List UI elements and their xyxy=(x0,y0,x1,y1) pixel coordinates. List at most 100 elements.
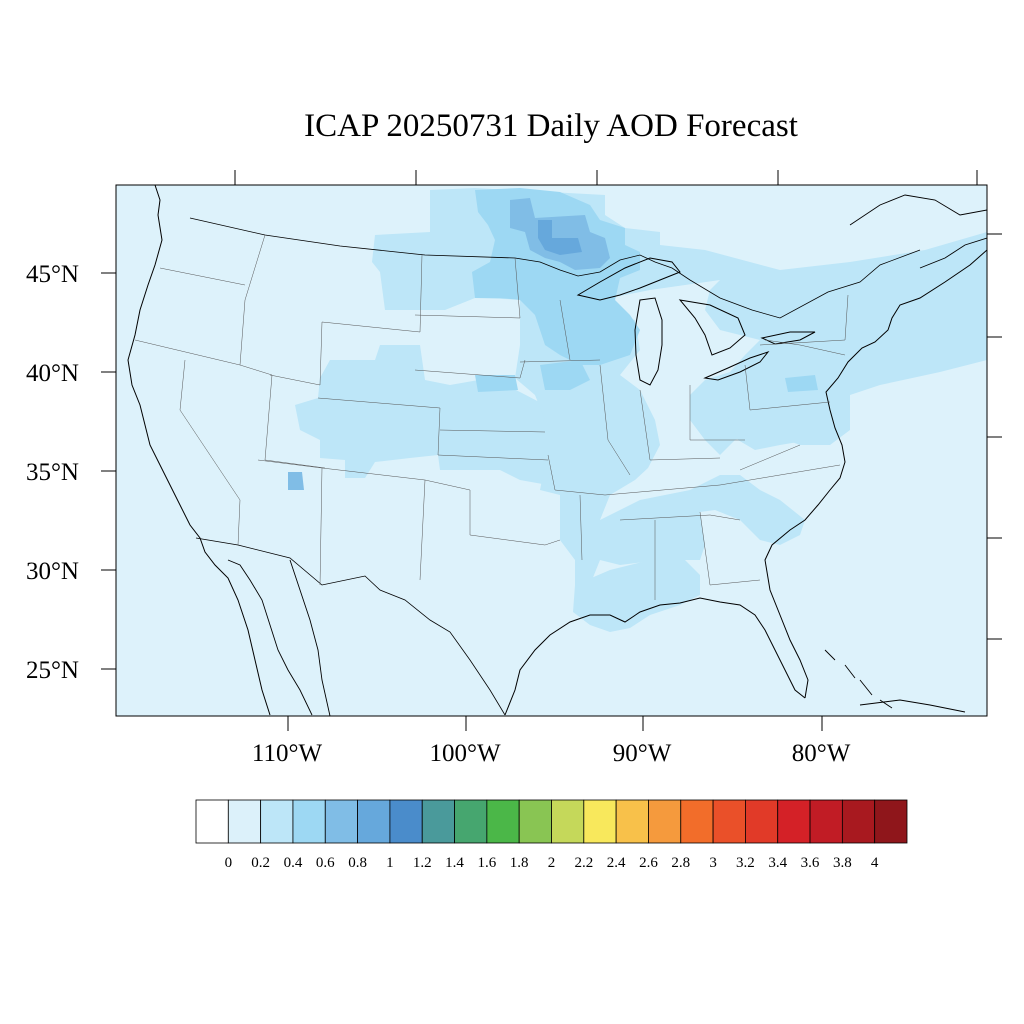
colorbar-swatch xyxy=(583,799,617,844)
map-title: ICAP 20250731 Daily AOD Forecast xyxy=(304,108,798,144)
lake-michigan xyxy=(634,297,663,386)
state-line xyxy=(519,359,601,363)
colorbar-label: 0.8 xyxy=(348,855,367,871)
atlantic-coast xyxy=(764,249,987,699)
colorbar-labels: 0 0.2 0.4 0.6 0.8 1 1.2 1.4 1.6 1.8 2 2.2 2.4 2.6 2.8 3… xyxy=(225,855,879,871)
colorbar-label: 1 xyxy=(386,855,394,871)
colorbar-label: 2.4 xyxy=(607,855,626,871)
gulf-coast-line xyxy=(504,597,806,716)
colorbar-label: 1.4 xyxy=(445,855,464,871)
state-line xyxy=(159,267,246,286)
colorbar-swatch xyxy=(809,799,843,844)
colorbar-swatch xyxy=(389,799,423,844)
colorbar-swatch xyxy=(260,799,294,844)
colorbar-swatch xyxy=(712,799,746,844)
colorbar-swatch xyxy=(680,799,714,844)
colorbar-swatch xyxy=(518,799,552,844)
colorbar-swatch xyxy=(777,799,811,844)
colorbar-swatch xyxy=(227,799,262,844)
aod-shading xyxy=(288,188,987,632)
state-line xyxy=(547,454,606,496)
colorbar-label: 0.4 xyxy=(284,855,303,871)
longitude-labels: 110°W 100°W 90°W 80°W xyxy=(252,740,851,767)
us-canada-border xyxy=(189,217,921,319)
colorbar-swatch xyxy=(874,799,908,844)
aod-region-plains-spot xyxy=(475,375,518,392)
state-line xyxy=(689,385,745,441)
state-line xyxy=(764,339,846,356)
state-line xyxy=(439,429,546,433)
state-line xyxy=(239,234,266,366)
colorbar-label: 1.2 xyxy=(413,855,432,871)
lon-label: 110°W xyxy=(252,740,323,767)
us-mexico-border xyxy=(195,537,506,716)
latitude-labels: 45°N 40°N 35°N 30°N 25°N xyxy=(26,261,79,684)
aod-region-four-corners xyxy=(288,472,304,490)
colorbar-swatch xyxy=(324,799,358,844)
colorbar-label: 3.2 xyxy=(736,855,755,871)
lon-label: 80°W xyxy=(792,740,851,767)
nova-scotia xyxy=(919,237,987,269)
colorbar-label: 2.6 xyxy=(639,855,658,871)
colorbar-label: 1.8 xyxy=(510,855,529,871)
aod-region-mid-mississippi xyxy=(540,360,590,390)
state-line xyxy=(619,514,741,521)
aod-region-ohio-valley xyxy=(725,395,835,450)
colorbar-swatch xyxy=(745,799,779,844)
aod-region-upper-midwest xyxy=(472,188,640,365)
aod-region-southeast xyxy=(600,475,805,565)
state-line xyxy=(414,359,526,379)
lon-label: 100°W xyxy=(429,740,500,767)
lake-huron xyxy=(678,299,746,356)
bahamas xyxy=(824,649,893,709)
colorbar-label: 4 xyxy=(871,855,879,871)
colorbar-swatch xyxy=(486,799,520,844)
lake-erie xyxy=(703,350,770,381)
state-line xyxy=(239,364,326,469)
colorbar-label: 2.2 xyxy=(574,855,593,871)
lon-label: 90°W xyxy=(613,740,672,767)
state-line xyxy=(134,339,241,366)
lat-label: 45°N xyxy=(26,261,79,288)
state-line xyxy=(639,389,721,461)
gulf-of-california-coast xyxy=(227,559,313,716)
axis-ticks xyxy=(101,170,1002,731)
map-frame xyxy=(115,184,988,717)
mexico-west-coast xyxy=(289,559,331,716)
canada-east-coast xyxy=(849,194,987,226)
cuba xyxy=(859,699,966,713)
state-line xyxy=(179,359,241,546)
colorbar-swatch xyxy=(648,799,682,844)
lake-ontario xyxy=(760,331,816,345)
state-line xyxy=(579,494,583,561)
colorbar-label: 2.8 xyxy=(671,855,690,871)
state-line xyxy=(599,364,631,476)
state-line xyxy=(559,299,571,361)
colorbar-label: 0.2 xyxy=(251,855,270,871)
lake-superior xyxy=(576,257,681,301)
colorbar-swatch xyxy=(551,799,585,844)
colorbar-label: 3 xyxy=(709,855,717,871)
colorbar-label: 0 xyxy=(225,855,233,871)
colorbar-label: 2 xyxy=(548,855,556,871)
state-line xyxy=(739,444,801,471)
state-line xyxy=(744,364,831,411)
colorbar-label: 3.6 xyxy=(801,855,820,871)
colorbar-swatch xyxy=(454,799,488,844)
lat-label: 40°N xyxy=(26,360,79,387)
aod-region-minnesota-core xyxy=(538,220,582,255)
west-coast xyxy=(127,185,271,716)
lat-label: 30°N xyxy=(26,558,79,585)
colorbar-label: 3.4 xyxy=(768,855,787,871)
colorbar-swatch xyxy=(292,799,326,844)
geography xyxy=(127,185,987,716)
state-line xyxy=(414,257,521,319)
colorbar-swatch xyxy=(421,799,455,844)
state-line xyxy=(424,479,561,546)
colorbar-swatch xyxy=(841,799,876,844)
colorbar-label: 3.8 xyxy=(833,855,852,871)
aod-region-northeast-plume xyxy=(690,232,987,455)
colorbar-swatch xyxy=(195,799,229,844)
